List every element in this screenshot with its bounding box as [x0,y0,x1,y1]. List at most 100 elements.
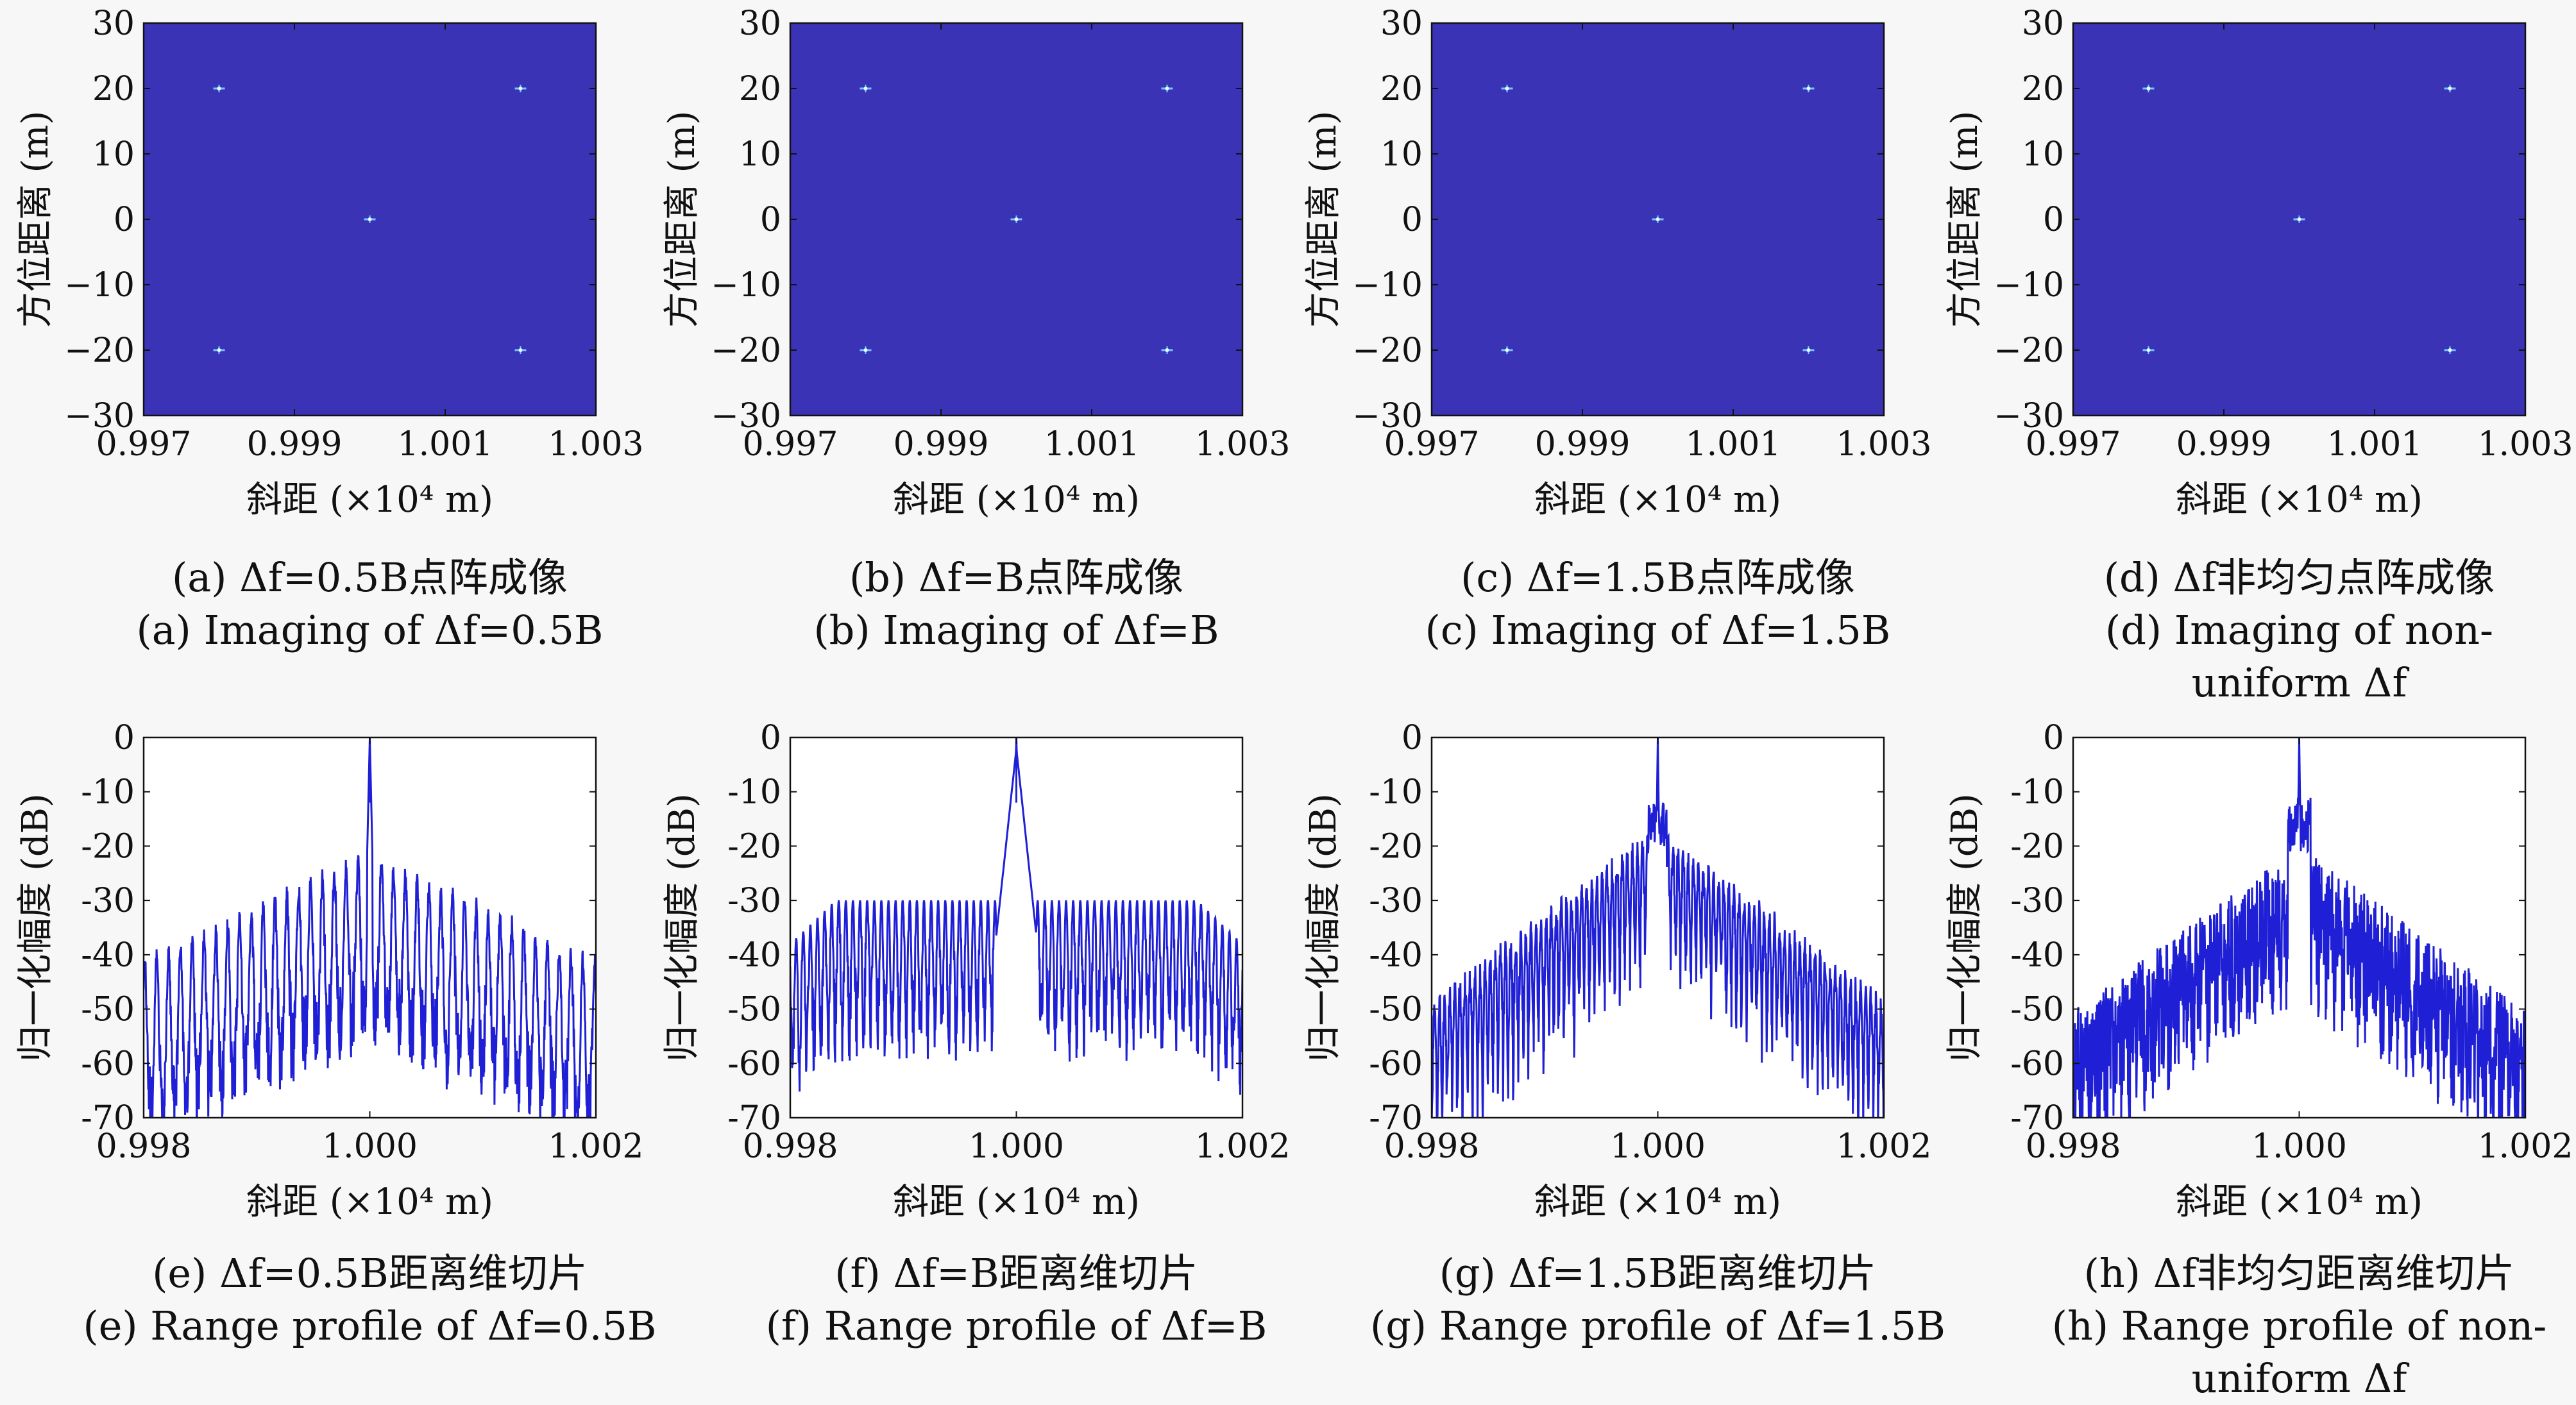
y-tick-label: 0 [1402,719,1423,757]
caption-b: (b) Δf=B点阵成像(b) Imaging of Δf=B [709,551,1325,657]
caption-cn: (f) Δf=B距离维切片 [709,1247,1325,1300]
y-tick-label: -40 [1369,936,1423,975]
x-tick-label: 0.998 [1384,1127,1480,1166]
y-tick-label: 0 [2043,201,2064,239]
x-tick-label: 1.000 [969,1127,1064,1166]
y-axis-label: 归一化幅度 (dB) [661,793,703,1062]
caption-a: (a) Δf=0.5B点阵成像(a) Imaging of Δf=0.5B [62,551,678,657]
caption-cn: (c) Δf=1.5B点阵成像 [1350,551,1966,604]
y-axis-label: 方位距离 (m) [15,111,56,328]
x-tick-label: 0.998 [96,1127,192,1166]
y-tick-label: 20 [92,70,135,108]
y-tick-label: -60 [2010,1045,2064,1083]
caption-en: (g) Range profile of Δf=1.5B [1350,1300,1966,1352]
y-tick-label: 10 [1380,135,1423,174]
x-tick-label: 0.998 [2026,1127,2121,1166]
x-axis-label: 斜距 (×10⁴ m) [893,479,1140,521]
y-tick-label: -20 [81,827,135,866]
y-tick-label: -10 [1369,773,1423,812]
x-tick-label: 0.999 [1535,425,1631,464]
x-tick-label: 0.997 [2026,425,2121,464]
y-tick-label: -10 [727,773,781,812]
caption-en: (e) Range profile of Δf=0.5B [62,1300,678,1352]
y-tick-label: 0 [114,201,135,239]
x-tick-label: 0.998 [743,1127,838,1166]
x-axis-label: 斜距 (×10⁴ m) [2176,479,2423,521]
x-tick-label: 0.999 [894,425,989,464]
y-tick-label: 10 [2022,135,2064,174]
caption-en: (f) Range profile of Δf=B [709,1300,1325,1352]
y-tick-label: −10 [711,266,781,305]
caption-c: (c) Δf=1.5B点阵成像(c) Imaging of Δf=1.5B [1350,551,1966,657]
y-tick-label: −20 [64,332,135,370]
caption-cn: (d) Δf非均匀点阵成像 [1992,551,2576,604]
caption-e: (e) Δf=0.5B距离维切片(e) Range profile of Δf=… [62,1247,678,1352]
y-axis-label: 方位距离 (m) [1944,111,1986,328]
y-axis-label: 方位距离 (m) [1303,111,1344,328]
caption-en: (b) Imaging of Δf=B [709,604,1325,657]
x-tick-label: 1.003 [1195,425,1291,464]
y-tick-label: 20 [2022,70,2064,108]
x-tick-label: 1.002 [1195,1127,1291,1166]
y-tick-label: 30 [92,4,135,43]
y-axis-label: 归一化幅度 (dB) [1303,793,1344,1062]
x-axis-label: 斜距 (×10⁴ m) [246,479,493,521]
caption-en: uniform Δf [1992,1352,2576,1405]
y-tick-label: -50 [2010,991,2064,1029]
y-tick-label: -10 [81,773,135,812]
x-tick-label: 1.003 [548,425,644,464]
y-tick-label: 20 [739,70,781,108]
y-tick-label: −10 [1994,266,2064,305]
y-tick-label: -20 [727,827,781,866]
x-axis-label: 斜距 (×10⁴ m) [2176,1181,2423,1223]
y-tick-label: 0 [114,719,135,757]
x-tick-label: 1.002 [548,1127,644,1166]
y-tick-label: −20 [1994,332,2064,370]
y-tick-label: -60 [727,1045,781,1083]
y-tick-label: -60 [81,1045,135,1083]
y-tick-label: −10 [1352,266,1423,305]
y-tick-label: -50 [1369,991,1423,1029]
x-axis-label: 斜距 (×10⁴ m) [1534,479,1781,521]
y-axis-label: 方位距离 (m) [661,111,703,328]
caption-en: uniform Δf [1992,657,2576,709]
y-tick-label: -30 [2010,882,2064,920]
caption-f: (f) Δf=B距离维切片(f) Range profile of Δf=B [709,1247,1325,1352]
x-tick-label: 1.001 [1044,425,1140,464]
x-tick-label: 1.001 [2327,425,2423,464]
y-tick-label: -50 [727,991,781,1029]
x-axis-label: 斜距 (×10⁴ m) [1534,1181,1781,1223]
caption-cn: (h) Δf非均匀距离维切片 [1992,1247,2576,1300]
y-tick-label: -30 [81,882,135,920]
y-tick-label: 10 [92,135,135,174]
y-tick-label: 30 [1380,4,1423,43]
caption-en: (a) Imaging of Δf=0.5B [62,604,678,657]
y-tick-label: 0 [1402,201,1423,239]
y-axis-label: 归一化幅度 (dB) [15,793,56,1062]
y-tick-label: -50 [81,991,135,1029]
x-tick-label: 1.003 [1836,425,1932,464]
y-tick-label: -60 [1369,1045,1423,1083]
x-tick-label: 0.997 [743,425,838,464]
y-tick-label: 0 [760,719,781,757]
y-tick-label: -30 [1369,882,1423,920]
caption-h: (h) Δf非均匀距离维切片(h) Range profile of non-u… [1992,1247,2576,1405]
y-tick-label: −20 [711,332,781,370]
x-axis-label: 斜距 (×10⁴ m) [246,1181,493,1223]
y-tick-label: -30 [727,882,781,920]
y-tick-label: −20 [1352,332,1423,370]
x-axis-label: 斜距 (×10⁴ m) [893,1181,1140,1223]
caption-cn: (a) Δf=0.5B点阵成像 [62,551,678,604]
y-tick-label: -40 [81,936,135,975]
